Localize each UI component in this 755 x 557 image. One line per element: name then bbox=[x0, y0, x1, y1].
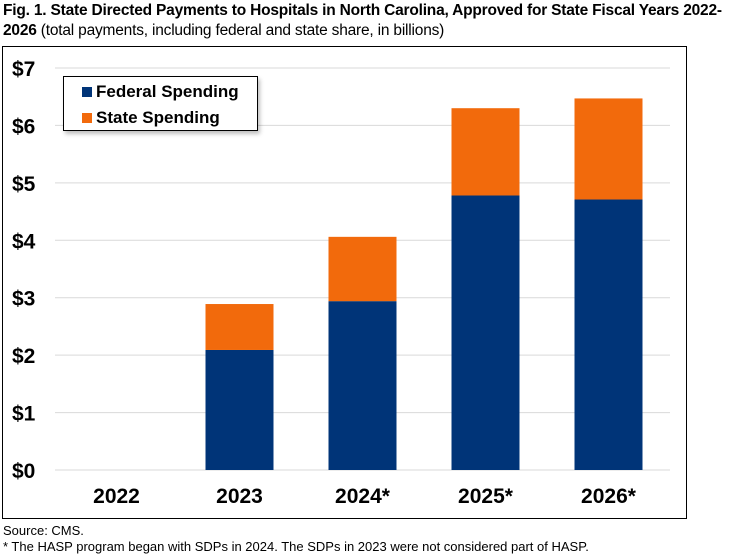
y-tick-label: $7 bbox=[12, 58, 35, 81]
y-tick-label: $4 bbox=[12, 230, 36, 253]
legend-label-federal: Federal Spending bbox=[96, 82, 239, 101]
chart-title: Fig. 1. State Directed Payments to Hospi… bbox=[3, 1, 753, 41]
x-axis-ticks: 2022 2023 2024* 2025* 2026* bbox=[93, 485, 637, 508]
bar-state-2025 bbox=[451, 108, 520, 196]
x-tick-label: 2025* bbox=[458, 485, 514, 508]
chart-title-bold: Fig. 1. State Directed Payments to Hospi… bbox=[3, 2, 722, 39]
y-tick-label: $0 bbox=[12, 460, 35, 483]
y-tick-label: $2 bbox=[12, 345, 35, 368]
y-tick-label: $6 bbox=[12, 115, 35, 138]
footnote: * The HASP program began with SDPs in 20… bbox=[3, 539, 589, 554]
legend-label-state: State Spending bbox=[96, 108, 220, 127]
chart-frame bbox=[2, 46, 687, 519]
legend-item-federal: Federal Spending bbox=[82, 82, 239, 102]
bar-state-2023 bbox=[205, 304, 274, 350]
y-tick-label: $1 bbox=[12, 403, 36, 426]
y-tick-label: $5 bbox=[12, 173, 36, 196]
bar-federal-2025 bbox=[451, 195, 520, 470]
chart-subtitle: (total payments, including federal and s… bbox=[40, 22, 445, 39]
x-tick-label: 2026* bbox=[581, 485, 637, 508]
bar-state-2024 bbox=[328, 236, 397, 302]
source-note: Source: CMS. bbox=[3, 523, 84, 538]
bar-federal-2026 bbox=[574, 199, 643, 471]
bar-federal-2023 bbox=[205, 349, 274, 470]
bars bbox=[205, 98, 643, 471]
legend-swatch-state bbox=[82, 113, 92, 123]
bar-state-2026 bbox=[574, 98, 643, 200]
x-tick-label: 2022 bbox=[93, 485, 140, 508]
legend-item-state: State Spending bbox=[82, 108, 220, 128]
bar-federal-2024 bbox=[328, 301, 397, 470]
x-tick-label: 2024* bbox=[335, 485, 391, 508]
x-tick-label: 2023 bbox=[216, 485, 263, 508]
y-tick-label: $3 bbox=[12, 288, 35, 311]
legend-swatch-federal bbox=[82, 87, 92, 97]
y-axis-ticks: $0 $1 $2 $3 $4 $5 $6 $7 bbox=[12, 58, 36, 483]
legend: Federal Spending State Spending bbox=[63, 76, 258, 131]
